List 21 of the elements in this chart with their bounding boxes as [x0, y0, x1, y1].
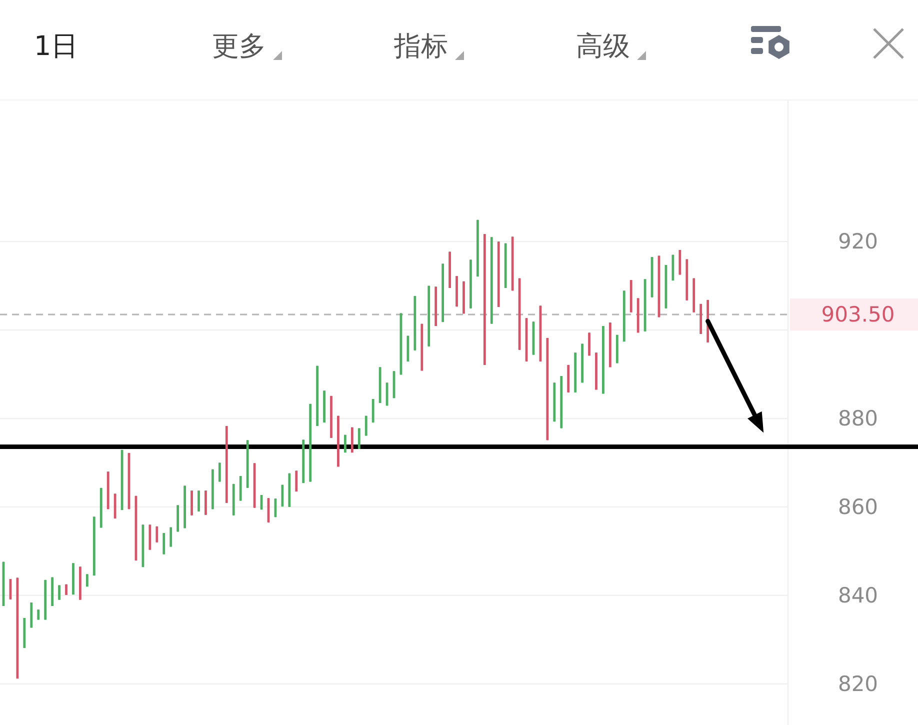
ref-line-label: 903.50 — [821, 302, 895, 327]
candlestick — [358, 428, 360, 450]
y-tick-label: 860 — [838, 494, 878, 519]
menu-label: 高级 — [576, 31, 630, 62]
candlestick — [58, 584, 60, 600]
candlestick — [372, 398, 374, 423]
candlestick — [218, 462, 221, 482]
candlestick — [156, 526, 158, 543]
y-tick-label: 880 — [838, 406, 878, 430]
y-tick-label: 920 — [838, 230, 878, 254]
candlestick — [86, 574, 88, 588]
candlestick — [281, 484, 284, 507]
y-tick-label: 820 — [838, 672, 878, 696]
candlestick — [198, 490, 200, 512]
candlestick — [588, 332, 590, 356]
y-tick-label: 840 — [838, 583, 878, 608]
timeframe-label: 1日 — [34, 31, 78, 62]
candlestick — [162, 532, 166, 555]
menu-label: 指标 — [394, 31, 448, 62]
candlestick — [295, 470, 298, 492]
menu-label: 更多 — [212, 31, 266, 62]
